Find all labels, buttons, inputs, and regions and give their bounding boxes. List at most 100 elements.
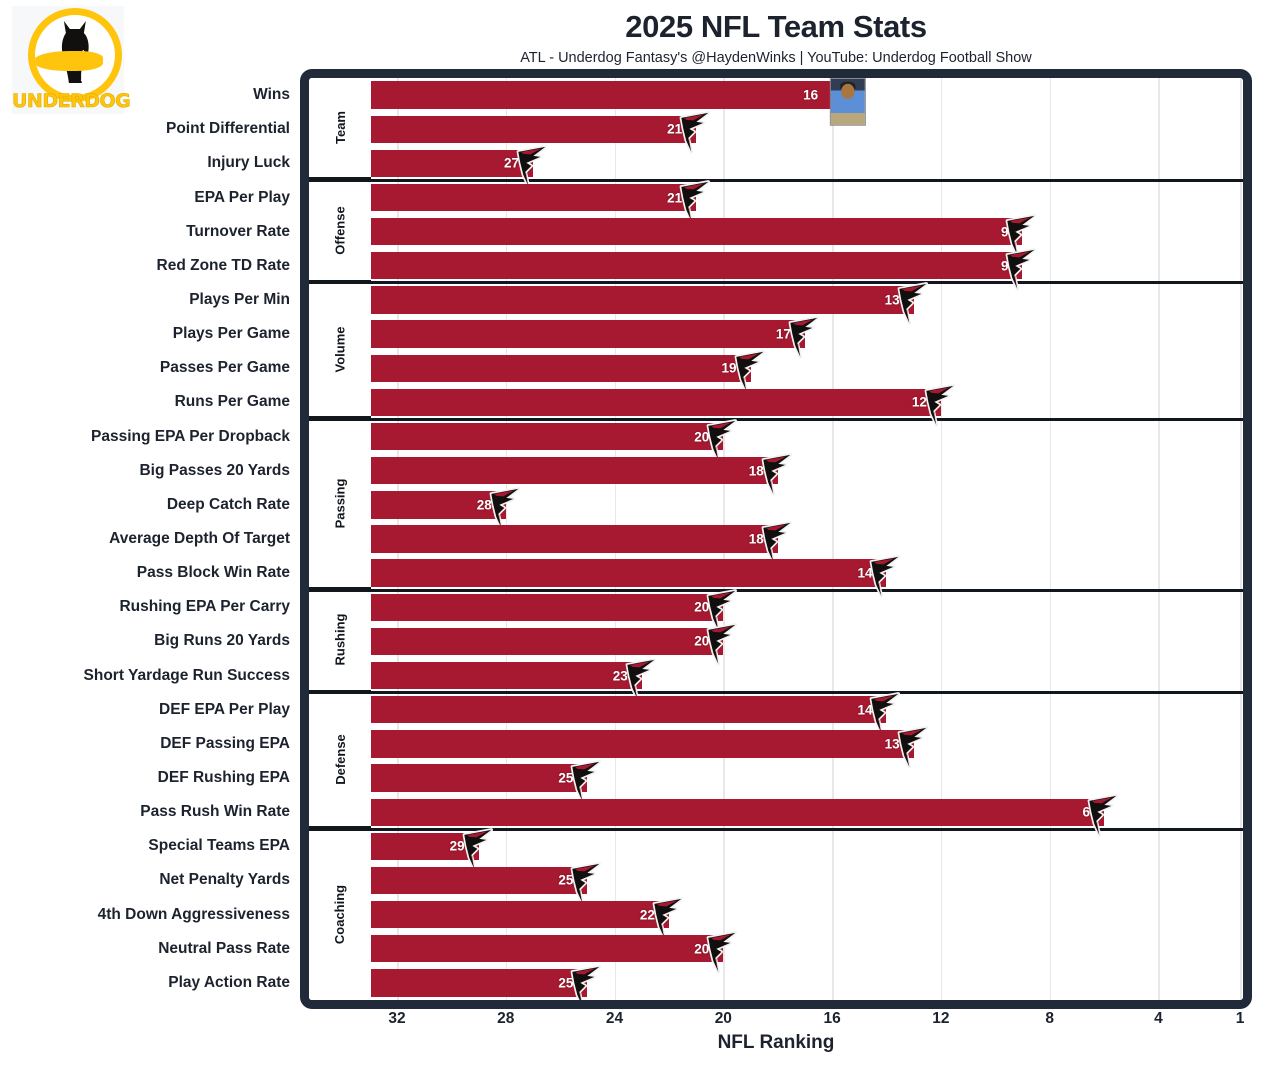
bar-row[interactable]: 25 [371, 760, 1243, 803]
y-axis-label: Deep Catch Rate [166, 495, 290, 513]
bar[interactable] [371, 457, 778, 485]
bar[interactable] [371, 730, 914, 758]
bar-row[interactable]: 23 [371, 657, 1243, 701]
bar-value-label: 14 [857, 565, 873, 581]
y-axis-labels: Wins Point Differential Injury Luck EPA Per… [0, 69, 296, 1009]
bar[interactable] [371, 525, 778, 553]
bar-row[interactable]: 22 [371, 896, 1243, 940]
bar[interactable] [371, 422, 724, 451]
y-axis-label: Pass Rush Win Rate [140, 803, 290, 821]
bar[interactable] [371, 764, 588, 792]
bar-row[interactable]: 28 [371, 486, 1243, 530]
y-axis-label: Short Yardage Run Success [83, 666, 290, 684]
bar[interactable] [371, 593, 724, 621]
bar[interactable] [371, 320, 805, 348]
bar-row[interactable]: 21 [371, 111, 1243, 154]
page-title: 2025 NFL Team Stats [625, 9, 927, 44]
plot-area: 16 21 27 21 9 9 13 17 19 12 20 18 28 18 14 20 20 23 14 13 25… [309, 78, 1243, 1000]
section-divider [309, 417, 1243, 421]
x-tick-label: 16 [823, 1010, 841, 1027]
bar[interactable] [371, 900, 669, 929]
bar-row[interactable]: 16 [371, 78, 1243, 126]
coach-face [841, 83, 855, 99]
bar[interactable] [371, 627, 724, 656]
bar-value-label: 6 [1082, 804, 1091, 820]
x-tick-label: 4 [1154, 1010, 1163, 1027]
group-cell-team: Team [309, 78, 371, 181]
bar[interactable] [371, 798, 1105, 826]
bar[interactable] [371, 866, 588, 895]
bar-row[interactable]: 21 [371, 179, 1243, 223]
bar-row[interactable]: 13 [371, 282, 1243, 325]
bar[interactable] [371, 354, 751, 382]
bar-value-label: 20 [694, 941, 710, 957]
y-axis-label: Wins [253, 86, 290, 104]
section-divider [309, 281, 1243, 285]
bar[interactable] [371, 491, 506, 519]
x-axis-ticks: 32 28 24 20 16 12 8 4 1 [300, 1010, 1252, 1036]
bar[interactable] [371, 661, 642, 690]
bar[interactable] [371, 559, 887, 587]
bar[interactable] [371, 218, 1023, 246]
bar-row[interactable]: 20 [371, 930, 1243, 974]
bar-value-label: 20 [694, 429, 710, 445]
group-cell-defense: Defense [309, 692, 371, 830]
y-axis-label: Plays Per Min [189, 290, 290, 308]
bar-row[interactable]: 20 [371, 418, 1243, 462]
bar-value-label: 13 [884, 736, 900, 752]
y-axis-label: Point Differential [165, 120, 290, 138]
bar-value-label: 9 [1000, 258, 1009, 274]
bar[interactable] [371, 252, 1023, 280]
coach-headshot-marker [829, 78, 866, 126]
bar-row[interactable]: 25 [371, 862, 1243, 906]
bar[interactable] [371, 832, 479, 860]
bar[interactable] [371, 286, 914, 314]
bar-row[interactable]: 17 [371, 316, 1243, 359]
y-axis-label: Rushing EPA Per Carry [119, 598, 290, 616]
bar-row[interactable]: 29 [371, 828, 1243, 871]
bar-row[interactable]: 14 [371, 555, 1243, 598]
y-axis-label: Neutral Pass Rate [158, 939, 290, 957]
group-label: Defense [332, 734, 348, 785]
bar[interactable] [371, 935, 724, 963]
y-axis-label: Average Depth Of Target [109, 530, 290, 547]
y-axis-label: DEF Rushing EPA [157, 769, 290, 787]
bar-row[interactable]: 27 [371, 145, 1243, 188]
bar-value-label: 19 [721, 360, 737, 376]
x-tick-label: 12 [932, 1010, 950, 1027]
bar-row[interactable]: 9 [371, 247, 1243, 291]
bar-row[interactable]: 12 [371, 384, 1243, 427]
bar[interactable] [371, 696, 887, 724]
bar-row[interactable]: 13 [371, 726, 1243, 769]
bar-row[interactable]: 25 [371, 965, 1243, 1000]
bar-value-label: 18 [748, 463, 764, 479]
bar-row[interactable]: 18 [371, 521, 1243, 564]
bar[interactable] [371, 183, 697, 212]
bar-row[interactable]: 20 [371, 589, 1243, 632]
y-axis-label: DEF EPA Per Play [159, 700, 290, 718]
bar[interactable] [371, 149, 533, 178]
bar-value-label: 25 [558, 872, 574, 888]
bar-row[interactable]: 14 [371, 691, 1243, 735]
y-axis-label: Passes Per Game [159, 359, 290, 377]
y-axis-label: Runs Per Game [174, 393, 290, 411]
bar-value-label: 14 [857, 702, 873, 718]
bar-row[interactable]: 18 [371, 452, 1243, 496]
section-divider [309, 588, 1243, 592]
bar[interactable] [371, 969, 588, 997]
x-axis-title: NFL Ranking [717, 1032, 835, 1053]
gridline [832, 78, 834, 1000]
bar-row[interactable]: 20 [371, 623, 1243, 666]
bar-row[interactable]: 9 [371, 213, 1243, 257]
bar-value-label: 20 [694, 633, 710, 649]
group-cell-rushing: Rushing [309, 590, 371, 693]
bar[interactable] [371, 81, 833, 109]
bar[interactable] [371, 388, 941, 417]
bar[interactable] [371, 115, 697, 143]
underdog-logo: UNDERDOG [12, 6, 131, 114]
bar-row[interactable]: 6 [371, 794, 1243, 837]
y-axis-label: Net Penalty Yards [159, 871, 290, 889]
bar-value-label: 29 [449, 838, 465, 854]
bar-row[interactable]: 19 [371, 350, 1243, 393]
underdog-wordmark: UNDERDOG [12, 90, 131, 113]
